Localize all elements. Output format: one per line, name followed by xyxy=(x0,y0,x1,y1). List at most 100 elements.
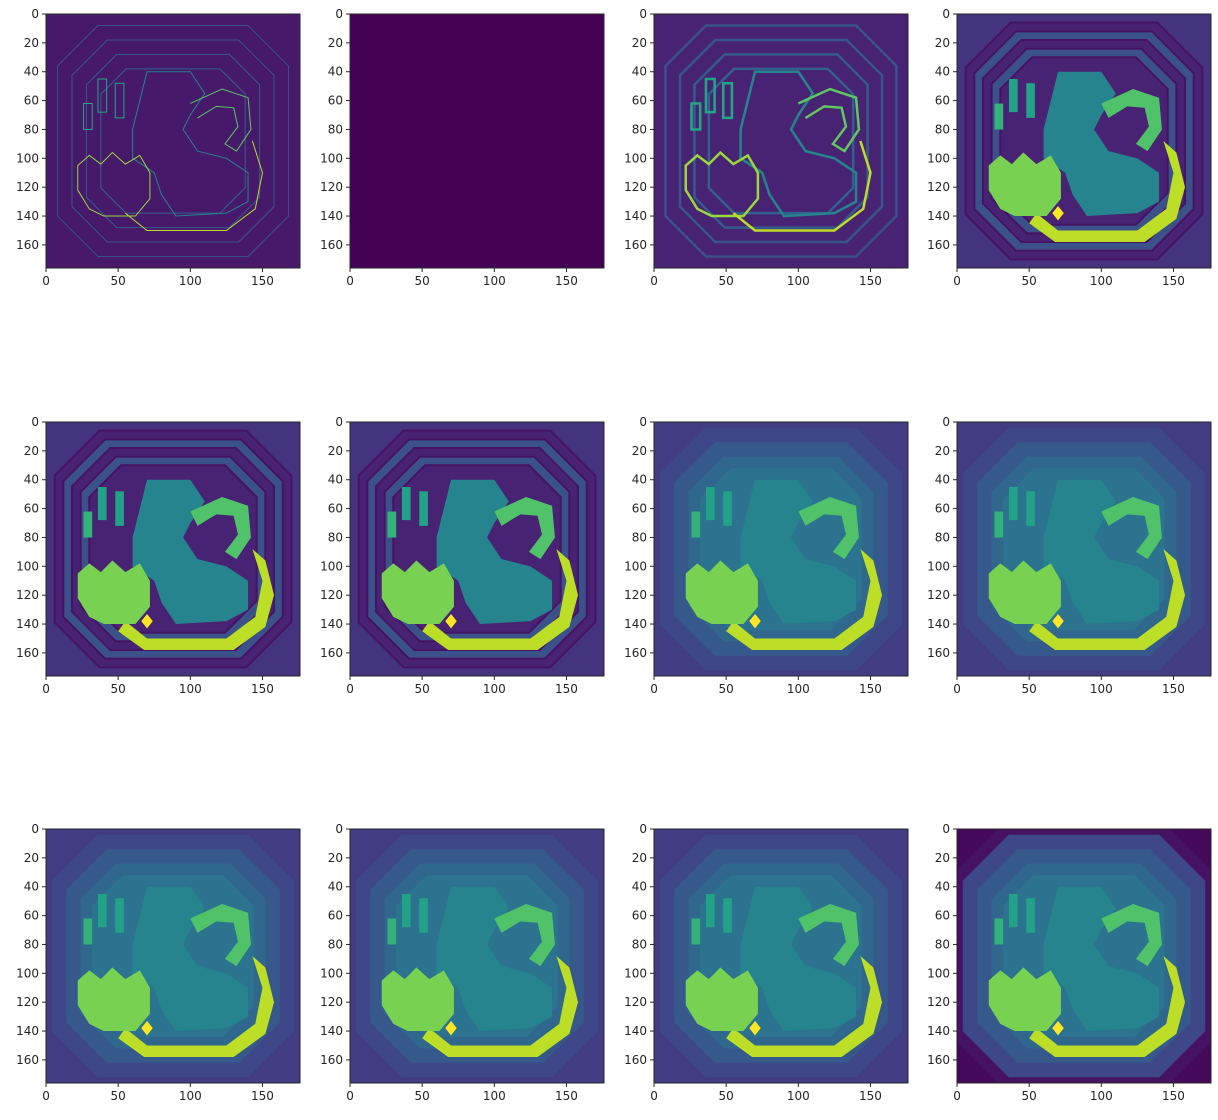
y-tick-label: 120 xyxy=(16,180,39,194)
y-tick-label: 40 xyxy=(24,65,39,79)
y-tick-label: 140 xyxy=(320,617,343,631)
region-fill xyxy=(422,956,579,1058)
axes-frame xyxy=(653,828,909,1084)
region-fill xyxy=(190,904,251,967)
y-tick-label: 140 xyxy=(624,617,647,631)
y-tick-label: 160 xyxy=(624,238,647,252)
y-tick-label: 160 xyxy=(16,238,39,252)
y-tick-label: 160 xyxy=(16,646,39,660)
region-outline xyxy=(132,71,249,217)
axes-frame xyxy=(45,421,301,677)
region-outline xyxy=(125,140,263,231)
x-tick-label: 50 xyxy=(415,1089,430,1103)
x-tick-label: 0 xyxy=(346,1089,354,1103)
region-outline xyxy=(77,151,151,217)
y-tick-label: 120 xyxy=(624,995,647,1009)
y-tick-label: 0 xyxy=(639,415,647,429)
region-outline xyxy=(732,140,872,232)
region-fill xyxy=(422,549,579,651)
x-tick-label: 150 xyxy=(251,1089,274,1103)
y-tick-label: 80 xyxy=(935,122,950,136)
y-tick-label: 0 xyxy=(942,415,950,429)
region-outline xyxy=(97,78,108,113)
y-tick-label: 120 xyxy=(927,588,950,602)
y-tick-label: 120 xyxy=(320,995,343,1009)
y-tick-label: 20 xyxy=(632,36,647,50)
y-tick-label: 140 xyxy=(320,1024,343,1038)
region-fill xyxy=(685,967,758,1032)
region-fill xyxy=(1101,89,1162,152)
panel-background xyxy=(350,14,604,268)
panel-3: 0 50 100 150 0 20 40 60 80 100 120 140 160 xyxy=(624,7,909,288)
y-tick-label: 80 xyxy=(24,937,39,951)
panel-1: 0 50 100 150 0 20 40 60 80 100 120 140 160 xyxy=(16,7,301,288)
region-outline xyxy=(114,82,125,119)
x-tick-label: 100 xyxy=(1090,682,1113,696)
y-tick-label: 100 xyxy=(320,559,343,573)
region-fill xyxy=(419,898,428,933)
y-tick-label: 100 xyxy=(927,966,950,980)
panel-image-2 xyxy=(350,14,604,268)
y-tick-label: 20 xyxy=(328,36,343,50)
y-tick-label: 20 xyxy=(24,36,39,50)
panel-image-1 xyxy=(46,14,300,268)
y-tick-label: 120 xyxy=(624,180,647,194)
y-tick-label: 140 xyxy=(16,617,39,631)
y-tick-label: 140 xyxy=(16,209,39,223)
region-fill xyxy=(494,497,555,560)
region-fill xyxy=(115,491,124,526)
region-fill xyxy=(1029,141,1186,243)
y-tick-label: 100 xyxy=(624,151,647,165)
x-tick-label: 0 xyxy=(953,274,961,288)
y-tick-label: 120 xyxy=(320,588,343,602)
panel-9: 0 50 100 150 0 20 40 60 80 100 120 140 160 xyxy=(16,822,301,1103)
x-tick-label: 150 xyxy=(1162,274,1185,288)
y-tick-label: 140 xyxy=(624,209,647,223)
panel-8: 0 50 100 150 0 20 40 60 80 100 120 140 160 xyxy=(927,415,1212,696)
region-fill xyxy=(387,918,397,945)
y-tick-label: 140 xyxy=(16,1024,39,1038)
panel-image-5 xyxy=(46,422,300,676)
region-fill xyxy=(115,898,124,933)
x-tick-label: 0 xyxy=(953,682,961,696)
x-tick-label: 100 xyxy=(1090,1089,1113,1103)
axes-frame xyxy=(349,13,605,269)
y-tick-label: 0 xyxy=(31,415,39,429)
y-tick-label: 80 xyxy=(24,530,39,544)
y-tick-label: 40 xyxy=(632,473,647,487)
y-tick-label: 160 xyxy=(927,1053,950,1067)
y-tick-label: 0 xyxy=(31,822,39,836)
y-tick-label: 60 xyxy=(328,94,343,108)
region-outline xyxy=(690,102,702,131)
y-tick-label: 60 xyxy=(24,909,39,923)
region-outline xyxy=(83,102,93,130)
y-tick-label: 0 xyxy=(335,7,343,21)
region-fill xyxy=(740,479,857,625)
region-fill xyxy=(988,560,1061,625)
region-outline xyxy=(739,70,858,218)
x-tick-label: 100 xyxy=(179,682,202,696)
y-tick-label: 80 xyxy=(632,122,647,136)
region-fill xyxy=(1026,83,1035,118)
y-tick-label: 80 xyxy=(632,530,647,544)
panel-4: 0 50 100 150 0 20 40 60 80 100 120 140 160 xyxy=(927,7,1212,288)
axes-frame xyxy=(956,421,1212,677)
region-fill xyxy=(685,560,758,625)
x-tick-label: 0 xyxy=(346,274,354,288)
panel-2: 0 50 100 150 0 20 40 60 80 100 120 140 160 xyxy=(320,7,605,288)
y-tick-label: 40 xyxy=(935,473,950,487)
x-tick-label: 50 xyxy=(1022,682,1037,696)
y-tick-label: 40 xyxy=(328,880,343,894)
y-tick-label: 160 xyxy=(320,238,343,252)
x-tick-label: 100 xyxy=(483,1089,506,1103)
y-tick-label: 160 xyxy=(320,646,343,660)
x-tick-label: 0 xyxy=(346,682,354,696)
y-tick-label: 20 xyxy=(632,444,647,458)
panel-image-4 xyxy=(957,14,1211,268)
region-fill xyxy=(1101,497,1162,560)
region-fill xyxy=(494,904,555,967)
y-tick-label: 160 xyxy=(927,646,950,660)
panel-image-9 xyxy=(46,829,300,1083)
x-tick-label: 100 xyxy=(787,682,810,696)
region-fill xyxy=(1043,479,1160,625)
